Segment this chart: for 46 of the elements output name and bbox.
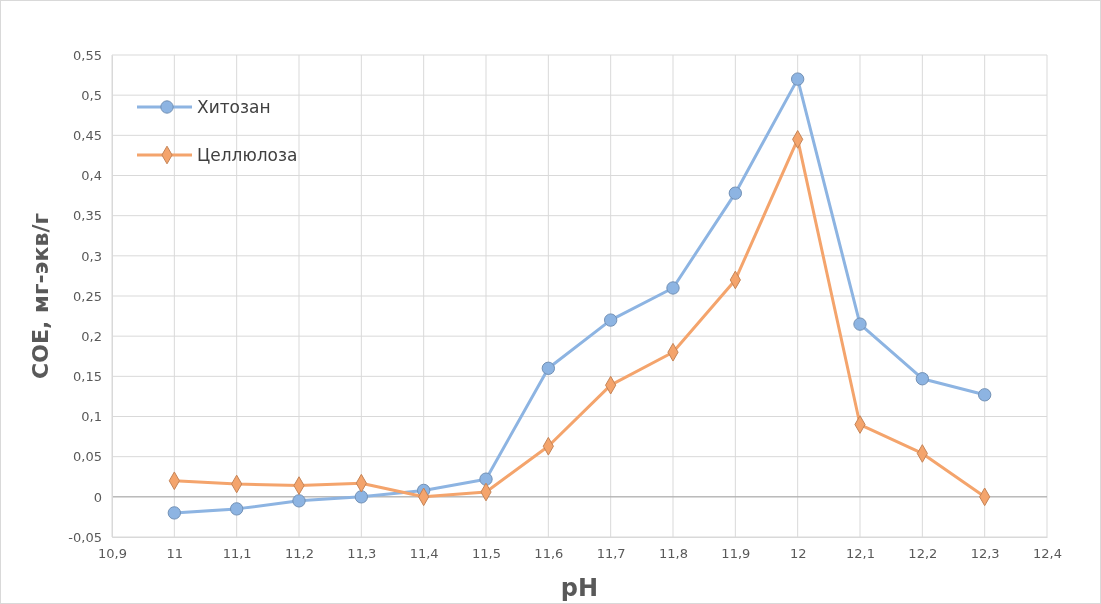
y-tick-label: 0,4 [81,168,102,184]
y-tick-label: 0,35 [73,208,102,224]
y-tick-label: 0,5 [81,87,102,103]
x-tick-label: 10,9 [98,546,127,562]
point [354,490,369,504]
point [790,72,805,86]
x-tick-label: 12,3 [970,546,1000,562]
point [479,472,493,486]
y-tick-label: 0,25 [73,288,102,304]
x-tick-label: 11,3 [347,546,377,562]
x-tick-label: 11,8 [659,546,688,562]
y-tick-label: 0,1 [81,409,102,425]
point [541,361,556,375]
y-tick-label: 0,2 [81,328,102,344]
point [977,388,992,402]
x-tick-label: 12,4 [1033,546,1062,562]
x-tick-label: 11,2 [285,546,314,562]
point [603,313,618,327]
point [728,186,743,200]
y-tick-label: 0 [93,489,102,505]
x-tick-label: 12 [789,546,807,562]
point [853,317,867,331]
point [292,494,306,508]
y-tick-label: 0,05 [73,449,102,465]
x-tick-label: 11 [166,546,184,562]
point [915,372,930,386]
x-tick-label: 11,7 [596,546,626,562]
x-tick-label: 12,1 [846,546,875,562]
point [229,502,244,516]
x-axis-title: pH [560,574,599,602]
x-tick-label: 11,1 [222,546,252,562]
x-tick-label: 11,5 [472,546,501,562]
legend-label: Целлюлоза [197,145,298,165]
y-tick-label: -0,05 [68,529,102,545]
x-tick-label: 12,2 [908,546,938,562]
y-axis-title: СОЕ, мг-экв/г [28,213,53,379]
y-tick-label: 0,15 [73,368,102,384]
y-tick-label: 0,55 [73,47,102,63]
point [167,506,182,520]
legend-label: Хитозан [197,97,271,117]
point [666,281,680,295]
x-tick-label: 11,4 [409,546,439,562]
x-tick-label: 11,6 [534,546,564,562]
y-tick-label: 0,3 [81,248,102,264]
x-tick-label: 11,9 [721,546,751,562]
y-tick-label: 0,45 [73,127,102,143]
